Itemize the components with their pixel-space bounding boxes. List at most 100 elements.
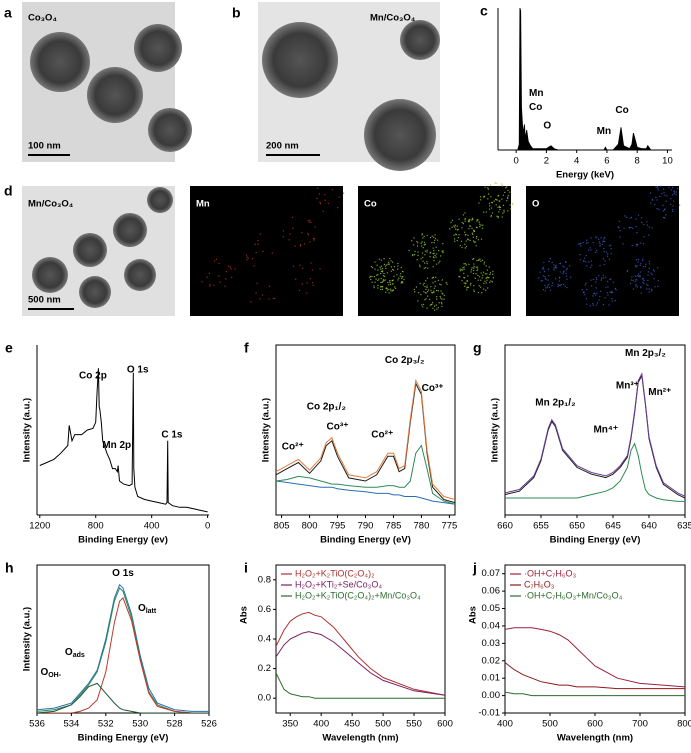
panel-letter: h [5,560,14,576]
map-dot [473,289,475,291]
map-dot [614,287,616,290]
map-dot [506,200,508,202]
series-line [276,631,445,696]
map-dot [558,277,561,279]
map-dot [282,230,285,232]
map-dot [381,285,383,288]
map-dot [383,263,386,266]
map-dot [413,288,415,291]
map-dot [381,288,384,290]
map-dot [592,278,594,281]
map-dot [380,277,382,280]
map-dot [650,202,652,204]
map-dot [482,274,484,276]
annotation: C 1s [161,429,183,440]
map-dot [464,285,466,287]
map-dot [424,299,426,301]
y-axis-label: Intensity (a.u.) [490,398,501,462]
map-dot [582,241,584,244]
map-dot [420,294,422,296]
map-dot [640,292,642,294]
map-dot [432,282,434,284]
map-dot [294,245,296,247]
y-tick-label: 0.05 [482,603,501,614]
map-dot [318,193,321,195]
map-dot [549,257,551,260]
map-dot [639,276,641,278]
map-dot [564,285,566,287]
map-dot [477,274,479,277]
map-dot [641,221,643,224]
map-dot [490,207,493,209]
map-dot [486,279,488,281]
map-dot [426,260,428,263]
map-dot [201,281,203,283]
map-dot [432,266,434,268]
map-dot [209,285,211,287]
map-dot [382,279,385,281]
map-dot [419,266,421,268]
y-tick-label: -0.01 [478,708,500,719]
map-dot [505,187,507,189]
map-dot [295,278,297,280]
map-dot [603,251,605,253]
x-tick-label: 790 [358,521,374,532]
map-dot [497,217,499,219]
map-dot [473,267,475,269]
map-dot [434,239,436,241]
map-dot [385,291,387,293]
map-dot [380,270,383,272]
map-dot [456,240,458,242]
map-dot [604,236,606,239]
map-dot [472,236,474,238]
map-dot [433,305,436,307]
map-dot [506,196,509,198]
map-dot [421,252,424,254]
map-dot [489,281,491,283]
x-tick-label: 655 [533,521,549,532]
map-dot [656,199,658,201]
x-tick-label: 528 [167,719,183,730]
map-dot [429,298,431,301]
series-line [505,662,685,690]
map-dot [497,215,499,218]
map-dot [651,290,653,292]
x-tick-label: 0 [514,156,519,167]
map-dot [650,272,652,274]
map-dot [434,234,436,236]
map-dot [609,278,611,280]
image-caption: Co [364,199,377,210]
map-dot [437,307,439,309]
map-dot [475,226,477,228]
map-dot [590,279,592,281]
map-dot [672,194,674,196]
map-dot [327,202,329,205]
map-dot [469,239,471,241]
map-dot [605,276,607,278]
map-dot [584,257,586,259]
map-dot [259,233,261,235]
map-dot [646,224,648,226]
series-line [37,587,209,713]
map-dot [640,217,643,219]
y-axis-label: Intensity (a.u.) [261,398,272,462]
map-dot [224,285,226,287]
map-dot [585,298,588,300]
map-dot [380,268,382,270]
map-dot [472,269,475,272]
map-dot [648,226,650,228]
map-dot [421,233,423,235]
map-dot [467,275,469,277]
image-caption: Mn/Co₃O₄ [28,199,74,210]
map-dot [642,265,644,268]
map-dot [657,187,659,189]
map-dot [421,241,423,243]
annotation-base: O [40,667,48,678]
map-dot [312,284,314,286]
y-tick-label: 0.0 [258,693,271,704]
map-dot [209,284,211,286]
x-tick-label: 775 [441,521,457,532]
map-dot [590,285,593,287]
map-dot [589,305,591,307]
map-dot [604,240,606,243]
